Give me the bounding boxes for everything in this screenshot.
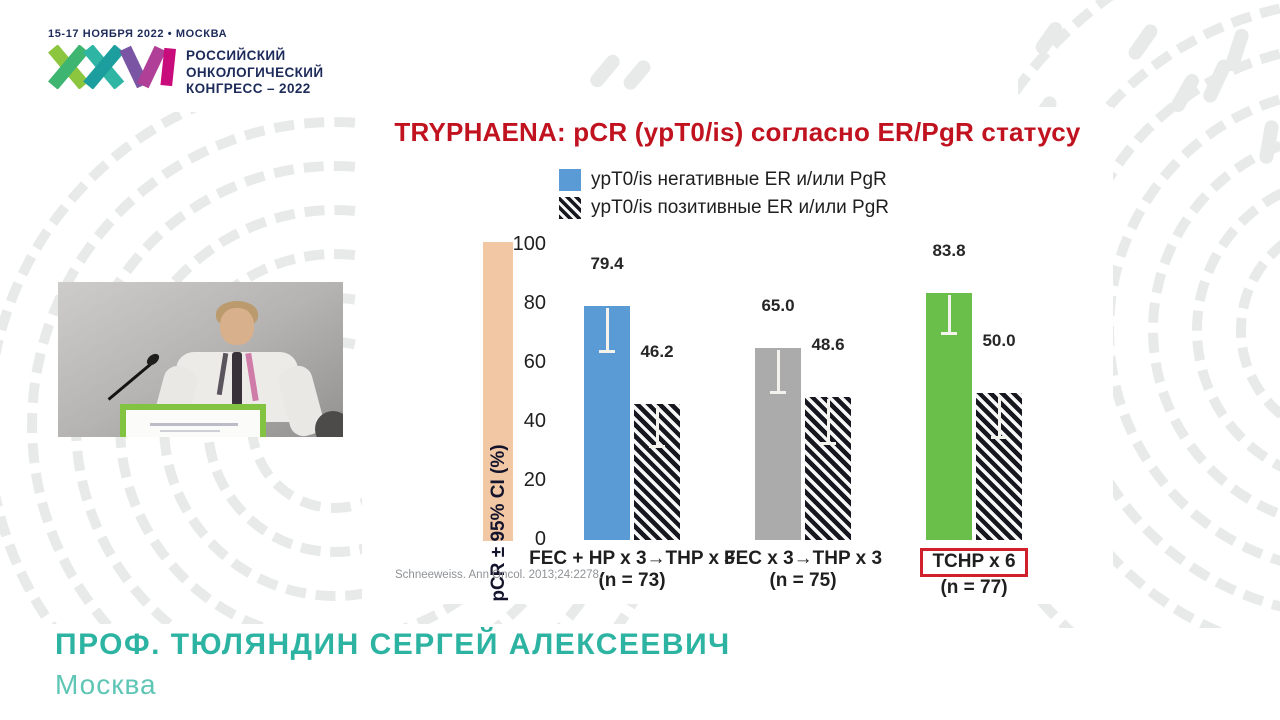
bar-value-label: 48.6 — [811, 334, 845, 354]
congress-name-line1: РОССИЙСКИЙ — [186, 48, 286, 63]
congress-date: 15-17 НОЯБРЯ 2022 • МОСКВА — [48, 28, 228, 40]
category-n-label: (n = 77) — [940, 577, 1008, 598]
slide-title: TRYPHAENA: pCR (ypT0/is) согласно ER/PgR… — [394, 117, 1081, 147]
y-tick-label: 100 — [512, 233, 546, 255]
x-axis-label: FEC + HP x 3→THP x 3 (n = 73) — [517, 548, 747, 592]
y-tick-label: 20 — [523, 469, 546, 491]
legend-label: ypT0/is негативные ER и/или PgR — [591, 169, 887, 190]
y-axis-band: pCR ± 95% CI (%) — [483, 242, 513, 602]
congress-logo: 15-17 НОЯБРЯ 2022 • МОСКВА РОССИЙСКИЙ ОН… — [48, 28, 323, 98]
y-tick-label: 80 — [523, 292, 546, 314]
podium-sign-line — [160, 430, 220, 432]
category-n-label: (n = 73) — [598, 570, 666, 591]
error-bar-cap — [820, 441, 836, 445]
background-dash — [620, 57, 654, 93]
error-bar-line — [997, 394, 1001, 437]
error-bar-cap — [599, 350, 615, 354]
error-bar-cap — [770, 391, 786, 395]
bar-value-label: 65.0 — [761, 296, 795, 316]
error-bar-line — [826, 398, 830, 443]
error-bar-line — [947, 294, 951, 334]
speaker-video[interactable] — [58, 282, 343, 437]
legend-item-positive: ypT0/is позитивные ER и/или PgR — [559, 197, 889, 219]
error-bar-line — [655, 405, 659, 446]
congress-name-line2: ОНКОЛОГИЧЕСКИЙ — [186, 64, 324, 80]
legend-swatch-hatched — [559, 197, 581, 219]
legend-label: ypT0/is позитивные ER и/или PgR — [591, 197, 890, 218]
bar-value-label: 79.4 — [590, 253, 624, 273]
bar-value-label: 83.8 — [932, 240, 966, 260]
microphone-boom — [107, 362, 153, 401]
podium-sign-line — [150, 423, 238, 426]
x-axis-label: FEC x 3→THP x 3 (n = 75) — [688, 548, 918, 592]
bar-value-label: 46.2 — [640, 341, 674, 361]
y-tick-label: 0 — [534, 528, 546, 550]
speaker-city: Москва — [55, 669, 157, 700]
speaker-caption: ПРОФ. ТЮЛЯНДИН СЕРГЕЙ АЛЕКСЕЕВИЧ Москва — [55, 628, 731, 701]
error-bar-line — [605, 307, 609, 352]
category-label: FEC + HP x 3→THP x 3 — [529, 548, 735, 569]
speaker-tie — [232, 352, 242, 406]
slide-citation: Schneeweiss. Ann Oncol. 2013;24:2278. — [395, 569, 603, 581]
error-bar-line — [776, 350, 780, 393]
congress-name: РОССИЙСКИЙ ОНКОЛОГИЧЕСКИЙ КОНГРЕСС – 202… — [186, 45, 323, 98]
category-label-highlighted: TCHP x 6 — [920, 548, 1028, 577]
category-label: FEC x 3→THP x 3 — [723, 548, 883, 569]
xxvi-logo-icon — [48, 45, 177, 89]
x-axis-label: TCHP x 6 (n = 77) — [859, 548, 1089, 599]
error-bar-cap — [991, 435, 1007, 439]
congress-name-line3: КОНГРЕСС – 2022 — [186, 81, 311, 96]
bar-chart: pCR ± 95% CI (%) 0 20 40 60 80 100 79.4 46.2 FEC… — [362, 107, 1113, 604]
category-n-label: (n = 75) — [769, 570, 837, 591]
error-bar-cap — [941, 332, 957, 336]
y-tick-label: 40 — [523, 410, 546, 432]
speaker-name: ПРОФ. ТЮЛЯНДИН СЕРГЕЙ АЛЕКСЕЕВИЧ — [55, 628, 731, 661]
legend-swatch-solid-blue — [559, 169, 581, 191]
bar-value-label: 50.0 — [982, 330, 1016, 350]
presentation-slide: TRYPHAENA: pCR (ypT0/is) согласно ER/PgR… — [362, 107, 1113, 604]
speaker-face — [220, 308, 254, 345]
legend-item-negative: ypT0/is негативные ER и/или PgR — [559, 169, 887, 191]
podium — [120, 404, 266, 437]
y-tick-label: 60 — [523, 351, 546, 373]
background-dash — [587, 51, 623, 91]
audience-head — [315, 411, 343, 437]
error-bar-cap — [649, 444, 665, 448]
